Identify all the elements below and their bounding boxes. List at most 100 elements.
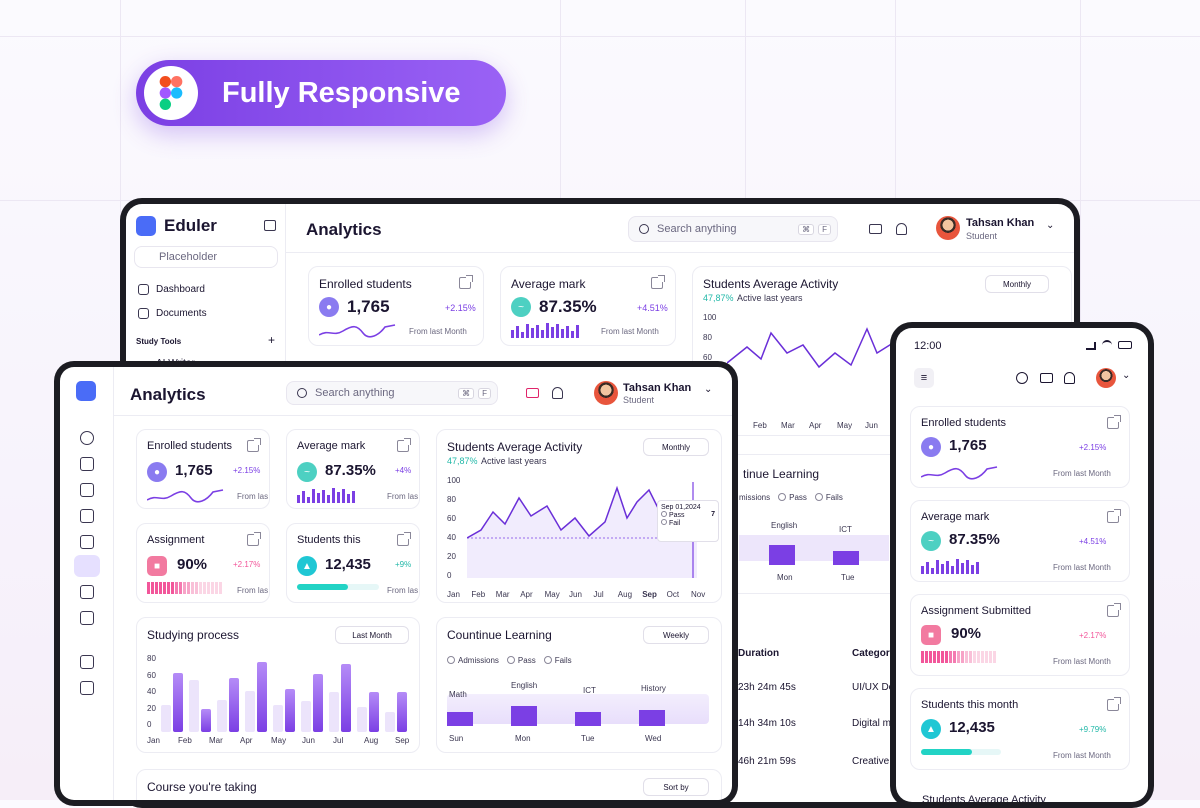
- external-link-icon[interactable]: [459, 275, 473, 289]
- avatar[interactable]: [936, 216, 960, 240]
- pen-icon[interactable]: [80, 483, 94, 497]
- bar: [369, 692, 379, 732]
- external-link-icon[interactable]: [1107, 697, 1121, 711]
- box-icon[interactable]: [80, 509, 94, 523]
- bar: [229, 678, 239, 732]
- search-input[interactable]: Search anything ⌘ F: [286, 381, 498, 405]
- bar: [201, 708, 211, 732]
- sidebar-search-input[interactable]: Placeholder: [134, 246, 278, 268]
- tooltip: Sep 01,2024 Pass 7 Fail: [657, 500, 719, 542]
- chart-icon: ~: [921, 531, 941, 551]
- x-tick: Feb: [471, 590, 486, 599]
- external-link-icon[interactable]: [247, 438, 261, 452]
- y-tick: 100: [703, 313, 717, 322]
- enrolled-card: Enrolled students ● 1,765 +2.15% From la…: [910, 406, 1130, 488]
- external-link-icon[interactable]: [397, 438, 411, 452]
- day-label: Mon: [777, 573, 793, 582]
- bell-icon[interactable]: [1064, 372, 1075, 384]
- chevron-down-icon[interactable]: ⌄: [1046, 220, 1055, 231]
- students-card: Students this month ▲ 12,435 +9.79% From…: [910, 688, 1130, 770]
- search-icon[interactable]: [1016, 372, 1028, 384]
- card-change: +9.79%: [1079, 725, 1107, 734]
- search-placeholder: Search anything: [315, 387, 395, 399]
- collapse-sidebar-icon[interactable]: [264, 220, 276, 231]
- sidebar-item-dashboard[interactable]: Dashboard: [156, 284, 205, 295]
- book-icon[interactable]: [80, 585, 94, 599]
- avatar[interactable]: [1096, 368, 1116, 388]
- refresh-icon[interactable]: [80, 655, 94, 669]
- bell-icon[interactable]: [552, 387, 563, 399]
- y-tick: 0: [147, 720, 152, 729]
- chevron-down-icon[interactable]: ⌄: [704, 384, 713, 395]
- x-tick: Mar: [209, 736, 223, 745]
- bar-chart: [159, 654, 415, 732]
- tablet-sidebar: [60, 367, 114, 800]
- monthly-dropdown[interactable]: Monthly: [643, 438, 709, 456]
- x-tick: Feb: [178, 736, 192, 745]
- sidebar-section-label: Study Tools: [136, 337, 182, 346]
- block: [575, 712, 601, 726]
- continue-card: Countinue Learning Weekly Admissions Pass…: [436, 617, 722, 753]
- x-tick: Sep: [395, 736, 410, 745]
- card-note: From last Month: [409, 327, 467, 336]
- add-tool-icon[interactable]: +: [268, 333, 276, 347]
- y-tick: 60: [147, 670, 156, 680]
- average-card: Average mark ~ 87.35% +4% From las: [286, 429, 420, 509]
- analytics-nav-icon[interactable]: [74, 555, 100, 577]
- monthly-dropdown[interactable]: Monthly: [985, 275, 1049, 293]
- card-change: +4.51%: [1079, 537, 1107, 546]
- bar: [341, 663, 351, 732]
- sort-by-dropdown[interactable]: Sort by: [643, 778, 709, 796]
- wave-band: [739, 535, 889, 561]
- graduation-icon: ▲: [297, 556, 317, 576]
- external-link-icon[interactable]: [1107, 509, 1121, 523]
- calendar-icon[interactable]: [80, 611, 94, 625]
- bar-light: [189, 679, 199, 732]
- enrolled-card: Enrolled students ● 1,765 +2.15% From la…: [308, 266, 484, 346]
- bar-light: [245, 690, 255, 732]
- x-tick: May: [837, 421, 853, 430]
- progress-stripe: [147, 582, 223, 594]
- bar: [397, 692, 407, 732]
- external-link-icon[interactable]: [1107, 603, 1121, 617]
- subject-label: Math: [449, 690, 467, 699]
- progress-stripe: [921, 651, 997, 663]
- assignment-icon: ■: [147, 556, 167, 576]
- menu-icon[interactable]: ≡: [914, 368, 934, 388]
- settings-icon[interactable]: [80, 681, 94, 695]
- last-month-dropdown[interactable]: Last Month: [335, 626, 409, 644]
- document-icon[interactable]: [80, 457, 94, 471]
- bot-icon[interactable]: [80, 535, 94, 549]
- bell-icon[interactable]: [896, 223, 907, 235]
- activity-subtitle: Active last years: [737, 293, 803, 303]
- external-link-icon[interactable]: [397, 532, 411, 546]
- card-change: +2.15%: [1079, 443, 1107, 452]
- card-value: 90%: [951, 625, 982, 642]
- mail-icon[interactable]: [869, 224, 882, 234]
- x-tick: Jan: [447, 590, 460, 599]
- bar-sparkline: [511, 323, 581, 339]
- subject-label: English: [771, 521, 798, 530]
- block: [447, 712, 473, 726]
- mail-icon[interactable]: [1040, 373, 1053, 383]
- tooltip-pass: Pass 7: [661, 511, 715, 519]
- phone-screen: 12:00 ≡ ⌄ Enrolled students ● 1,765 +2.1…: [896, 328, 1148, 802]
- weekly-dropdown[interactable]: Weekly: [643, 626, 709, 644]
- sidebar-item-documents[interactable]: Documents: [156, 308, 207, 319]
- mail-icon[interactable]: [526, 388, 539, 398]
- tablet-frame: Analytics Search anything ⌘ F Tahsan Khan…: [54, 361, 738, 806]
- subject-label: History: [641, 684, 666, 693]
- chevron-down-icon[interactable]: ⌄: [1122, 370, 1131, 381]
- avatar[interactable]: [594, 381, 618, 405]
- external-link-icon[interactable]: [1107, 415, 1121, 429]
- subject-label: English: [511, 681, 538, 690]
- page-title: Analytics: [306, 220, 382, 239]
- gauge-icon[interactable]: [80, 431, 94, 445]
- day-label: Tue: [841, 573, 855, 582]
- external-link-icon[interactable]: [651, 275, 665, 289]
- card-change: +9%: [395, 560, 412, 569]
- external-link-icon[interactable]: [247, 532, 261, 546]
- search-input[interactable]: Search anything ⌘ F: [628, 216, 838, 242]
- x-tick: Aug: [617, 590, 633, 599]
- card-value: 12,435: [325, 556, 371, 573]
